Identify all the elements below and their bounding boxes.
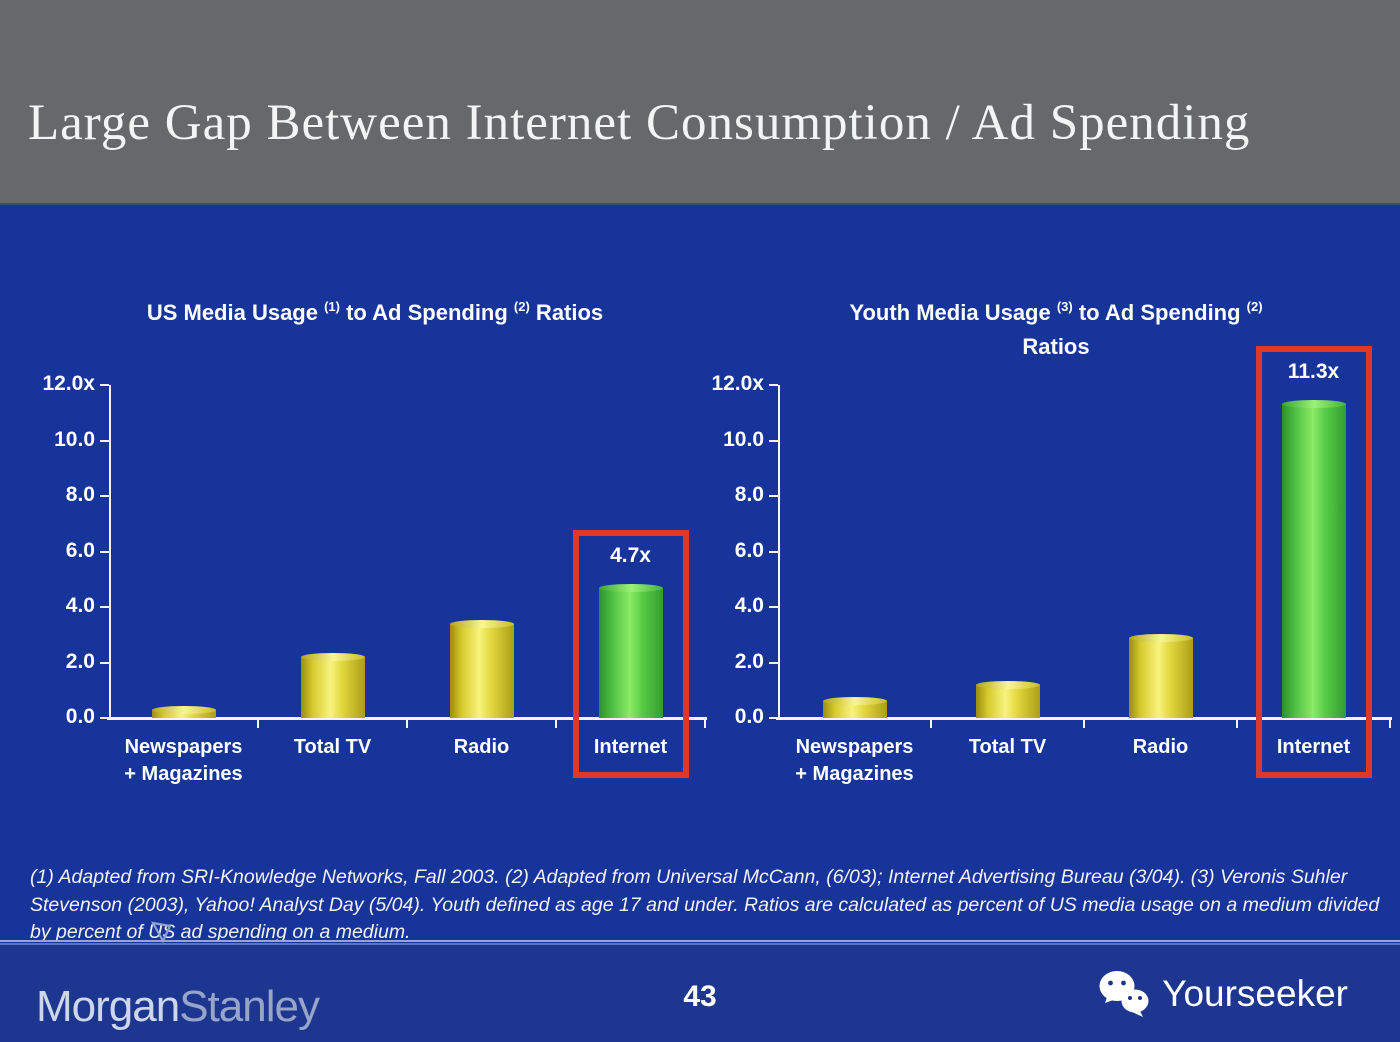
bar-top-cap: [1129, 634, 1193, 642]
x-axis-tick: [1083, 719, 1085, 728]
x-axis-tick: [406, 719, 408, 728]
y-axis-tick: [769, 495, 778, 497]
x-axis-tick: [930, 719, 932, 728]
watermark-label: Yourseeker: [1162, 973, 1348, 1014]
y-axis-label: 10.0: [54, 428, 95, 451]
y-axis-tick: [100, 662, 109, 664]
y-axis-label: 12.0x: [711, 372, 764, 395]
y-axis-tick: [769, 551, 778, 553]
x-axis-tick: [257, 719, 259, 728]
y-axis-label: 8.0: [65, 483, 95, 506]
y-axis-label: 4.0: [734, 594, 764, 617]
bar-internet: [599, 584, 663, 718]
y-axis-label: 4.0: [65, 594, 95, 617]
bar-top-cap: [450, 620, 514, 628]
chart-title: Youth Media Usage (3) to Ad Spending (2)…: [849, 299, 1263, 359]
y-axis-tick: [100, 717, 109, 719]
y-axis-tick: [100, 384, 109, 386]
page-number: 43: [683, 980, 717, 1013]
y-axis-label: 2.0: [65, 650, 95, 673]
wechat-icon: [1099, 971, 1149, 1017]
x-label-total-tv: Total TV: [293, 736, 372, 758]
x-label-newspapers-magazines: Newspapers + Magazines: [795, 736, 914, 785]
footer-separator-line: [0, 940, 1400, 942]
x-axis-tick: [555, 719, 557, 728]
bar-top-cap: [1282, 400, 1346, 408]
chart-plot-area: 12.0x 10.0 8.0 6.0 4.0 2.0 0.0 Newspapers + Maga…: [711, 346, 1392, 785]
morgan-stanley-logo-text: MorganStanley: [36, 982, 320, 1031]
data-label-internet: 11.3x: [1287, 360, 1340, 383]
bar-top-cap: [599, 584, 663, 592]
y-axis-line: [778, 385, 780, 718]
slide-title: Large Gap Between Internet Consumption /…: [28, 95, 1251, 151]
chart-plot-area: 12.0x 10.0 8.0 6.0 4.0 2.0 0.0 Newspapers + Maga…: [42, 372, 707, 785]
bar-newspapers-magazines: [152, 706, 216, 718]
highlight-box-internet: [1256, 346, 1372, 778]
bar-top-cap: [823, 697, 887, 705]
y-axis-tick: [769, 662, 778, 664]
us-media-usage-chart: US Media Usage (1) to Ad Spending (2) Ra…: [30, 268, 720, 808]
y-axis-tick: [769, 606, 778, 608]
slide-header: Large Gap Between Internet Consumption /…: [0, 0, 1400, 205]
y-axis-tick: [769, 717, 778, 719]
youth-media-usage-chart: Youth Media Usage (3) to Ad Spending (2)…: [711, 268, 1400, 808]
footnote: (1) Adapted from SRI-Knowledge Networks,…: [30, 866, 1380, 943]
y-axis-line: [109, 385, 111, 718]
x-label-newspapers-magazines: Newspapers + Magazines: [124, 736, 243, 785]
x-axis-baseline: [776, 717, 1392, 720]
bar-top-cap: [152, 706, 216, 714]
chart-title: US Media Usage (1) to Ad Spending (2) Ra…: [146, 299, 604, 325]
y-axis-tick: [100, 495, 109, 497]
bar-internet: [1282, 400, 1346, 718]
x-axis-tick: [1389, 719, 1391, 728]
x-axis-tick: [704, 719, 706, 728]
bar-radio: [1129, 634, 1193, 718]
highlight-box-internet: [573, 530, 689, 778]
x-axis-tick: [1236, 719, 1238, 728]
y-axis-label: 12.0x: [42, 372, 95, 395]
slide-footer: MorganStanley 43 Yourseeker: [0, 921, 1400, 1042]
x-label-internet: Internet: [1276, 736, 1351, 758]
morgan-stanley-logo: MorganStanley: [36, 921, 320, 1031]
watermark: Yourseeker: [1096, 958, 1348, 1030]
y-axis-tick: [100, 440, 109, 442]
data-label-internet: 4.7x: [610, 544, 651, 567]
footer-separator-line-2: [0, 943, 1400, 945]
y-axis-label: 10.0: [723, 428, 764, 451]
bar-total-tv: [301, 653, 365, 718]
x-label-radio: Radio: [1132, 736, 1189, 758]
y-axis-label: 0.0: [734, 705, 764, 728]
y-axis-tick: [769, 384, 778, 386]
y-axis-label: 2.0: [734, 650, 764, 673]
y-axis-tick: [769, 440, 778, 442]
x-label-radio: Radio: [453, 736, 510, 758]
y-axis-label: 8.0: [734, 483, 764, 506]
morgan-stanley-pennant-icon: [150, 921, 172, 944]
bar-radio: [450, 620, 514, 718]
y-axis-label: 0.0: [65, 705, 95, 728]
x-axis-baseline: [107, 717, 707, 720]
bar-total-tv: [976, 681, 1040, 718]
x-label-total-tv: Total TV: [968, 736, 1047, 758]
bar-newspapers-magazines: [823, 697, 887, 718]
y-axis-label: 6.0: [65, 539, 95, 562]
bar-top-cap: [976, 681, 1040, 689]
x-label-internet: Internet: [593, 736, 668, 758]
bar-top-cap: [301, 653, 365, 661]
y-axis-label: 6.0: [734, 539, 764, 562]
y-axis-tick: [100, 606, 109, 608]
y-axis-tick: [100, 551, 109, 553]
